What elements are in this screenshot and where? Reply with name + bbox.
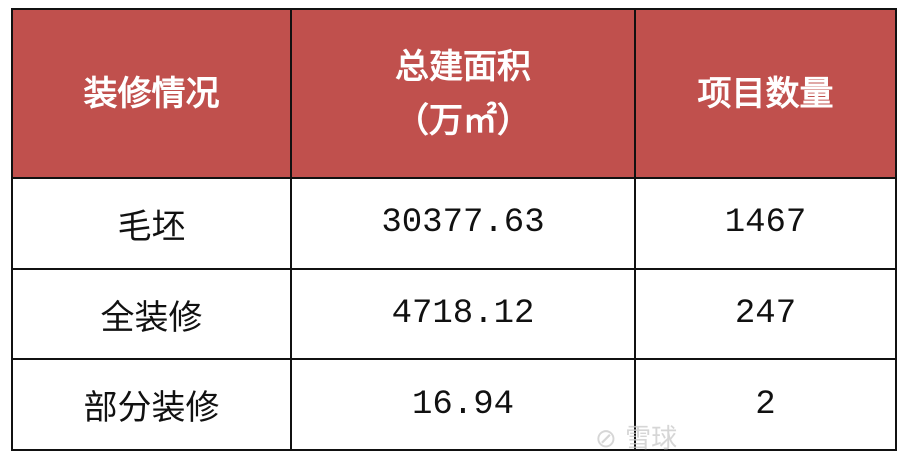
header-row: 装修情况 总建面积 （万㎡） 项目数量	[11, 7, 897, 180]
cell-decoration: 全装修	[11, 267, 292, 361]
cell-count: 2	[634, 358, 897, 451]
header-area-unit: （万㎡）	[395, 100, 531, 141]
header-count: 项目数量	[634, 7, 897, 180]
cell-area: 16.94	[290, 358, 636, 451]
watermark-text: 雪球	[625, 424, 678, 454]
decoration-table: 装修情况 总建面积 （万㎡） 项目数量 毛坯 30377.63 1467 全装修 …	[11, 7, 897, 451]
cell-area: 4718.12	[290, 267, 636, 361]
table-row: 部分装修 16.94 2	[11, 358, 897, 451]
table-row: 全装修 4718.12 247	[11, 267, 897, 361]
cell-decoration: 部分装修	[11, 358, 292, 451]
table-row: 毛坯 30377.63 1467	[11, 177, 897, 270]
cell-count: 247	[634, 267, 897, 361]
watermark: ⊘ 雪球	[595, 424, 678, 454]
header-area-title: 总建面积	[395, 46, 531, 87]
cell-count: 1467	[634, 177, 897, 270]
header-area: 总建面积 （万㎡）	[290, 7, 636, 180]
header-decoration: 装修情况	[11, 7, 292, 180]
cell-area: 30377.63	[290, 177, 636, 270]
cell-decoration: 毛坯	[11, 177, 292, 270]
